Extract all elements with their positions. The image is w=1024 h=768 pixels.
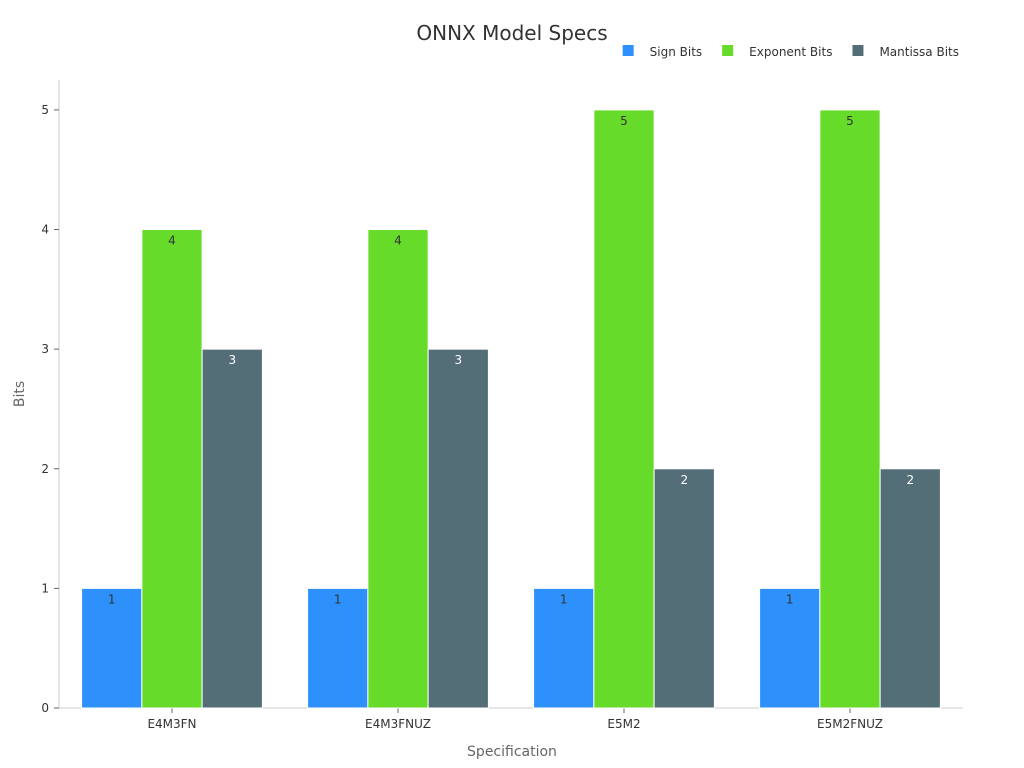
bar-exponent-bits-e5m2fnuz — [819, 109, 881, 709]
legend-item-mantissa-bits[interactable]: Mantissa Bits — [852, 45, 959, 59]
data-label-exponent-bits-e5m2: 5 — [620, 114, 628, 128]
bar-sign-bits-e5m2fnuz — [759, 587, 821, 709]
data-label-mantissa-bits-e4m3fn: 3 — [228, 353, 236, 367]
y-tick-label: 1 — [41, 581, 49, 595]
chart-title: ONNX Model Specs — [416, 21, 607, 45]
y-axis: 0 1 2 3 4 5 — [41, 80, 60, 715]
legend: Sign Bits Exponent Bits Mantissa Bits — [622, 45, 959, 59]
y-tick-label: 0 — [41, 701, 49, 715]
legend-swatch-sign-bits — [622, 45, 634, 56]
y-tick-label: 2 — [41, 462, 49, 476]
bar-sign-bits-e5m2 — [533, 587, 595, 709]
data-label-mantissa-bits-e5m2fnuz: 2 — [906, 473, 914, 487]
data-label-exponent-bits-e5m2fnuz: 5 — [846, 114, 854, 128]
x-tick-label-e4m3fnuz: E4M3FNUZ — [365, 717, 431, 731]
y-tick-label: 4 — [41, 223, 49, 237]
bars — [81, 109, 941, 709]
bar-mantissa-bits-e5m2fnuz — [879, 468, 941, 709]
x-axis: E4M3FN E4M3FNUZ E5M2 E5M2FNUZ — [59, 707, 963, 731]
data-label-mantissa-bits-e4m3fnuz: 3 — [454, 353, 462, 367]
legend-swatch-mantissa-bits — [852, 45, 864, 56]
data-label-mantissa-bits-e5m2: 2 — [680, 473, 688, 487]
data-label-exponent-bits-e4m3fnuz: 4 — [394, 234, 402, 248]
bar-exponent-bits-e4m3fn — [141, 229, 203, 709]
bar-exponent-bits-e4m3fnuz — [367, 229, 429, 709]
bar-mantissa-bits-e4m3fnuz — [427, 348, 489, 709]
x-tick-label-e5m2: E5M2 — [607, 717, 640, 731]
bar-exponent-bits-e5m2 — [593, 109, 655, 709]
legend-label-exponent-bits: Exponent Bits — [749, 45, 832, 59]
bar-labels: 1 4 3 1 4 3 1 5 2 1 5 2 — [108, 114, 914, 606]
bar-sign-bits-e4m3fnuz — [307, 587, 369, 709]
x-tick-label-e4m3fn: E4M3FN — [147, 717, 196, 731]
legend-swatch-exponent-bits — [722, 45, 734, 56]
data-label-sign-bits-e4m3fnuz: 1 — [334, 592, 342, 606]
y-axis-title: Bits — [12, 381, 28, 407]
legend-item-exponent-bits[interactable]: Exponent Bits — [722, 45, 832, 59]
x-tick-label-e5m2fnuz: E5M2FNUZ — [817, 717, 883, 731]
legend-label-mantissa-bits: Mantissa Bits — [879, 45, 959, 59]
y-tick-label: 3 — [41, 342, 49, 356]
legend-item-sign-bits[interactable]: Sign Bits — [622, 45, 703, 59]
data-label-sign-bits-e4m3fn: 1 — [108, 592, 116, 606]
y-tick-label: 5 — [41, 103, 49, 117]
bar-mantissa-bits-e5m2 — [653, 468, 715, 709]
x-axis-title: Specification — [467, 744, 557, 760]
data-label-sign-bits-e5m2: 1 — [560, 592, 568, 606]
data-label-sign-bits-e5m2fnuz: 1 — [786, 592, 794, 606]
bar-sign-bits-e4m3fn — [81, 587, 143, 709]
bar-mantissa-bits-e4m3fn — [201, 348, 263, 709]
legend-label-sign-bits: Sign Bits — [650, 45, 703, 59]
data-label-exponent-bits-e4m3fn: 4 — [168, 234, 176, 248]
